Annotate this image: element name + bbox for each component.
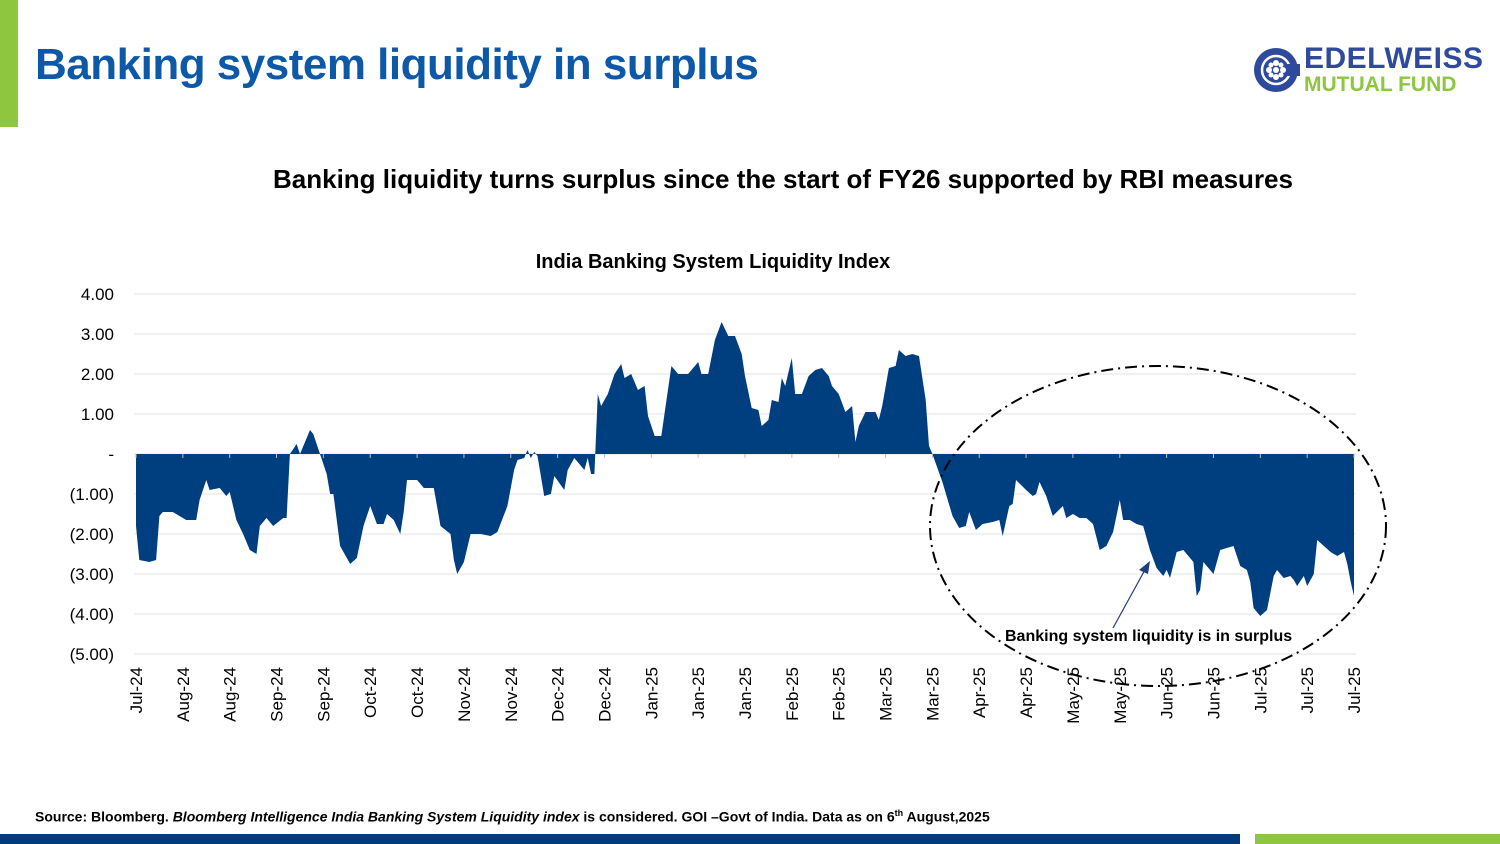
y-tick-label: (5.00) [70, 645, 114, 664]
x-tick-label: Jan-25 [736, 667, 755, 719]
footnote-mid: is considered. GOI –Govt of India. Data … [579, 808, 895, 825]
arrow-head-icon [1139, 561, 1150, 574]
footnote-suffix: August,2025 [903, 808, 990, 825]
annotation-ellipse [929, 365, 1387, 687]
edelweiss-flower-icon [1254, 48, 1300, 92]
liquidity-chart: India Banking System Liquidity Index 4.0… [70, 251, 1387, 724]
x-tick-label: Sep-24 [314, 667, 333, 722]
x-tick-label: Dec-24 [595, 667, 614, 722]
footnote-italic: Bloomberg Intelligence India Banking Sys… [172, 808, 580, 825]
x-tick-label: Oct-24 [408, 667, 427, 718]
y-tick-label: (1.00) [70, 485, 114, 504]
x-tick-label: Sep-24 [268, 667, 287, 722]
footer-bar-green [1255, 834, 1500, 844]
edelweiss-logo: EDELWEISS MUTUAL FUND [1252, 42, 1492, 96]
slide-subtitle: Banking liquidity turns surplus since th… [273, 164, 1293, 194]
y-tick-label: - [108, 445, 114, 464]
x-tick-label: Mar-25 [877, 667, 896, 721]
logo-line1: EDELWEISS [1304, 42, 1484, 75]
y-tick-label: 3.00 [81, 325, 114, 344]
x-tick-label: Jan-25 [642, 667, 661, 719]
x-tick-label: Jul-25 [1298, 667, 1317, 713]
y-tick-label: 1.00 [81, 405, 114, 424]
annotation-arrow [1112, 567, 1147, 629]
x-tick-label: May-25 [1064, 667, 1083, 724]
x-tick-label: Mar-25 [923, 667, 942, 721]
y-tick-label: (3.00) [70, 565, 114, 584]
x-tick-label: May-25 [1111, 667, 1130, 724]
x-tick-label: Oct-24 [361, 667, 380, 718]
footer-bar-blue [0, 834, 1240, 844]
page-title: Banking system liquidity in surplus [35, 40, 759, 89]
x-tick-label: Aug-24 [174, 667, 193, 722]
y-tick-label: 2.00 [81, 365, 114, 384]
footnote-sup: th [894, 808, 904, 818]
logo-line2: MUTUAL FUND [1304, 73, 1457, 96]
x-tick-label: Feb-25 [830, 667, 849, 721]
annotation-text: Banking system liquidity is in surplus [1005, 628, 1292, 645]
x-tick-label: Apr-25 [970, 667, 989, 718]
x-tick-label: Jun-25 [1158, 667, 1177, 719]
x-tick-label: Jun-25 [1204, 667, 1223, 719]
y-tick-label: 4.00 [81, 285, 114, 304]
x-tick-label: Jul-25 [1345, 667, 1364, 713]
x-tick-label: Jul-24 [127, 667, 146, 713]
x-axis-labels: Jul-24 Aug-24 Aug-24 Sep-24 Sep-24 Oct-24 Oct-… [127, 454, 1364, 724]
liquidity-area-series [136, 322, 1354, 616]
x-tick-label: Jul-25 [1251, 667, 1270, 713]
x-tick-label: Aug-24 [221, 667, 240, 722]
accent-bar [0, 0, 18, 127]
source-footnote: Source: Bloomberg. Bloomberg Intelligenc… [35, 808, 990, 825]
x-tick-label: Dec-24 [549, 667, 568, 722]
y-tick-label: (4.00) [70, 605, 114, 624]
x-tick-label: Jan-25 [689, 667, 708, 719]
x-tick-label: Apr-25 [1017, 667, 1036, 718]
x-tick-label: Nov-24 [455, 667, 474, 722]
footnote-prefix: Source: Bloomberg. [35, 808, 173, 825]
y-tick-label: (2.00) [70, 525, 114, 544]
x-tick-label: Feb-25 [783, 667, 802, 721]
y-axis-labels: 4.00 3.00 2.00 1.00 - (1.00) (2.00) (3.00) (4.00… [70, 285, 114, 664]
chart-title: India Banking System Liquidity Index [536, 251, 891, 273]
x-tick-label: Nov-24 [502, 667, 521, 722]
